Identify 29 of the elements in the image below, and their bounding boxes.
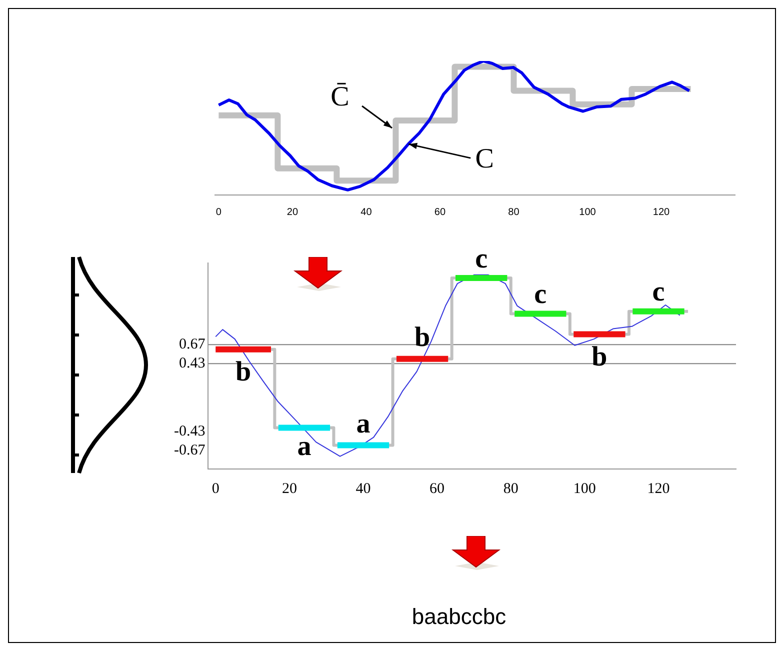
annotation: a bbox=[356, 408, 370, 440]
annotation: c bbox=[534, 278, 547, 310]
y-tick-label: -0.67 bbox=[174, 442, 206, 459]
annotation: C̄ bbox=[330, 81, 350, 112]
x-tick-label: 0 bbox=[212, 480, 220, 497]
x-tick-label: 40 bbox=[356, 480, 371, 497]
annotation: a bbox=[297, 431, 312, 462]
x-tick-label: 0 bbox=[216, 206, 222, 218]
x-tick-label: 80 bbox=[503, 480, 518, 497]
x-tick-label: 120 bbox=[652, 206, 670, 218]
text: baabccbc bbox=[410, 604, 508, 630]
x-tick-label: 60 bbox=[434, 206, 446, 218]
x-tick-label: 120 bbox=[647, 480, 670, 497]
annotation: c bbox=[475, 243, 488, 274]
x-tick-label: 20 bbox=[282, 480, 297, 497]
annotation: b bbox=[236, 356, 252, 388]
y-tick-label: 0.43 bbox=[178, 356, 206, 372]
x-tick-label: 80 bbox=[508, 206, 520, 218]
annotation: b bbox=[414, 322, 430, 354]
annotation: b bbox=[592, 342, 608, 373]
x-tick-label: 100 bbox=[579, 206, 596, 218]
x-tick-label: 20 bbox=[286, 206, 298, 218]
x-tick-label: 60 bbox=[430, 480, 445, 497]
annotation: c bbox=[652, 276, 665, 308]
x-tick-label: 100 bbox=[573, 480, 596, 497]
y-tick-label: -0.43 bbox=[174, 424, 206, 440]
annotation: C bbox=[475, 143, 494, 174]
x-tick-label: 40 bbox=[360, 206, 372, 218]
y-tick-label: 0.67 bbox=[178, 336, 206, 353]
